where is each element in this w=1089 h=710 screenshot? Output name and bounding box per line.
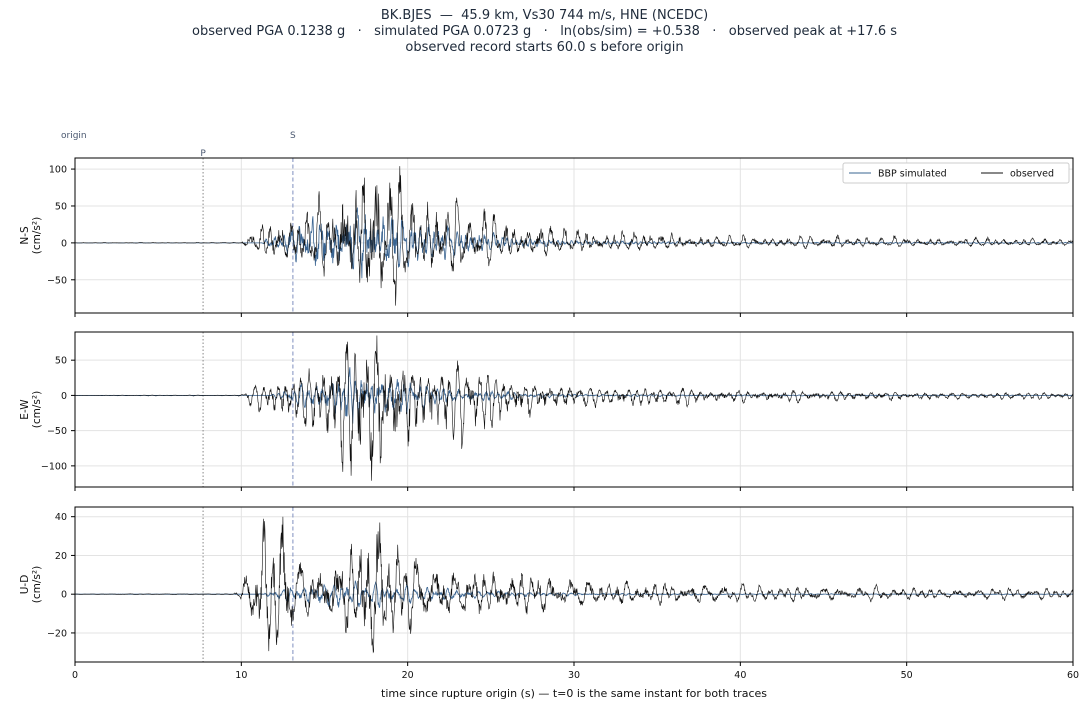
y-tick-label: 0 [61,590,67,601]
y-tick-label: 40 [55,512,67,523]
y-tick-label: −50 [47,275,67,286]
x-tick-label: 30 [568,670,580,681]
y-tick-label: 20 [55,551,67,562]
y-tick-label: 100 [49,165,67,176]
title-line-3: observed record starts 60.0 s before ori… [405,40,684,55]
title-line-1: BK.BJES — 45.9 km, Vs30 744 m/s, HNE (NC… [380,8,709,23]
x-tick-label: 40 [734,670,746,681]
y-axis-label: E-W(cm/s²) [19,391,43,428]
observed-trace [75,166,1073,306]
legend-box [842,162,1070,184]
legend-label-simulated: BBP simulated [878,169,947,180]
marker-label-origin: origin [61,131,87,141]
observed-trace [75,516,1073,654]
legend-label-observed: observed [1010,169,1054,180]
y-axis-label: N-S(cm/s²) [19,217,43,254]
y-tick-label: 0 [61,238,67,249]
observed-trace [75,335,1073,481]
y-tick-label: 0 [61,391,67,402]
y-tick-label: −50 [47,426,67,437]
panel-3: −20 0 20 40 0 10 20 30 40 50 60 U-D(cm/s²) [19,506,1079,681]
y-axis-label: U-D(cm/s²) [19,566,43,603]
chart-title: BK.BJES — 45.9 km, Vs30 744 m/s, HNE (NC… [0,8,1089,56]
x-tick-label: 20 [402,670,414,681]
x-tick-label: 10 [235,670,247,681]
simulated-trace [75,580,1073,608]
x-tick-label: 0 [72,670,78,681]
x-tick-label: 50 [901,670,913,681]
legend: BBP simulated observed [842,162,1070,184]
x-axis-label: time since rupture origin (s) — t=0 is t… [381,687,767,700]
y-tick-label: 50 [55,201,67,212]
y-tick-label: −20 [47,628,67,639]
y-tick-label: −100 [41,461,67,472]
panel-2: −100 −50 0 50 E-W(cm/s²) [19,331,1074,491]
panel-1: −50 0 50 100 N-S(cm/s²) BBP simulated observed [19,157,1074,317]
title-line-2: observed PGA 0.1238 g · simulated PGA 0.… [191,24,898,39]
marker-label-s: S [290,131,296,141]
marker-label-p: P [200,149,206,159]
y-tick-label: 50 [55,356,67,367]
x-tick-label: 60 [1067,670,1079,681]
